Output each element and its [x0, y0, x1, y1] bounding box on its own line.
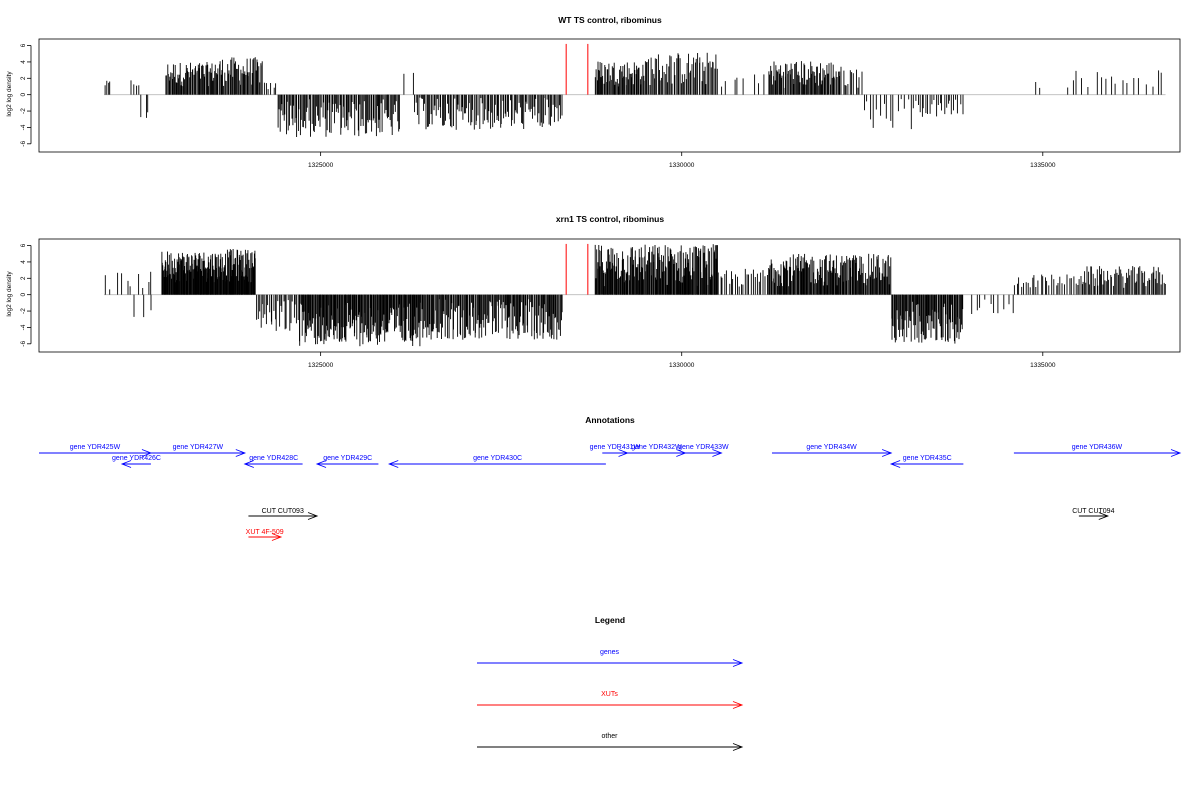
feature-label: gene YDR429C: [323, 455, 372, 462]
x-axis: 1325000 1330000 1335000: [308, 152, 1056, 169]
feature-label: gene YDR433W: [678, 444, 729, 451]
x-tick-label: 1330000: [669, 362, 695, 369]
y-tick-label: 6: [20, 43, 27, 47]
x-tick-label: 1325000: [308, 362, 334, 369]
annotation-feature: gene YDR429C: [315, 455, 379, 468]
feature-arrowhead: [881, 449, 893, 457]
feature-arrowhead: [889, 460, 901, 468]
x-tick-label: 1335000: [1030, 162, 1056, 169]
feature-label: gene YDR426C: [112, 455, 161, 462]
annotation-feature: CUT CUT094: [1072, 508, 1115, 520]
legend-label: genes: [600, 649, 620, 656]
feature-arrowhead: [243, 460, 254, 468]
annotation-feature: gene YDR427W: [150, 444, 247, 457]
legend-label: other: [602, 733, 619, 740]
bar-series: [104, 244, 1166, 347]
feature-label: XUT 4F-509: [246, 529, 284, 536]
legend-entry: other: [477, 733, 744, 751]
marker-lines: [565, 243, 589, 295]
panel-wt: WT TS control, ribominus log2 log densit…: [6, 15, 1181, 169]
legend-arrowhead: [732, 743, 744, 751]
feature-label: CUT CUT093: [262, 508, 304, 515]
feature-arrowhead: [1170, 449, 1182, 457]
legend-arrowhead: [732, 701, 744, 709]
panel-xrn1: xrn1 TS control, ribominus log2 log dens…: [6, 214, 1181, 369]
y-tick-label: 4: [20, 260, 27, 264]
y-tick-label: -4: [20, 124, 27, 130]
feature-label: gene YDR432W: [631, 444, 682, 451]
x-axis: 1325000 1330000 1335000: [308, 352, 1056, 369]
x-tick-label: 1335000: [1030, 362, 1056, 369]
feature-arrowhead: [271, 533, 283, 541]
y-tick-label: -2: [20, 108, 27, 114]
y-axis-label: log2 log density: [6, 71, 13, 117]
feature-label: gene YDR435C: [903, 455, 952, 462]
y-axis: 6 4 2 0 -2 -4 -6: [20, 243, 32, 347]
y-tick-label: 6: [20, 243, 27, 247]
feature-arrowhead: [712, 449, 723, 457]
annotation-feature: XUT 4F-509: [246, 529, 284, 541]
plot-frame: [38, 38, 1181, 153]
y-tick-label: -4: [20, 324, 27, 330]
y-tick-label: -2: [20, 308, 27, 314]
y-tick-label: 2: [20, 76, 27, 80]
annotation-feature: gene YDR432W: [627, 444, 687, 457]
feature-label: gene YDR428C: [249, 455, 298, 462]
plot-frame: [38, 238, 1181, 353]
annotation-feature: gene YDR430C: [388, 455, 606, 468]
y-tick-label: 0: [20, 292, 27, 296]
annotation-feature: gene YDR434W: [771, 444, 893, 457]
feature-arrowhead: [120, 460, 132, 468]
y-tick-label: 4: [20, 60, 27, 64]
annotation-feature: gene YDR433W: [678, 444, 729, 457]
y-axis-label: log2 log density: [6, 271, 13, 317]
y-axis: 6 4 2 0 -2 -4 -6: [20, 43, 32, 147]
legend-entry: XUTs: [477, 691, 744, 709]
legend-entries: genes XUTs other: [477, 649, 744, 751]
feature-arrowhead: [235, 449, 247, 457]
y-tick-label: -6: [20, 141, 27, 147]
annotations-title: Annotations: [585, 415, 635, 425]
annotation-feature: gene YDR435C: [889, 455, 964, 468]
annotation-feature: gene YDR436W: [1013, 444, 1182, 457]
panel-title: WT TS control, ribominus: [558, 15, 662, 25]
annotation-feature: gene YDR426C: [112, 455, 161, 468]
feature-label: gene YDR431W: [590, 444, 641, 451]
annotation-feature: CUT CUT093: [248, 508, 319, 520]
legend-entry: genes: [477, 649, 744, 667]
legend-title: Legend: [595, 615, 625, 625]
feature-label: gene YDR427W: [173, 444, 224, 451]
feature-label: gene YDR436W: [1072, 444, 1123, 451]
feature-label: CUT CUT094: [1072, 508, 1114, 515]
y-tick-label: -6: [20, 341, 27, 347]
y-tick-label: 0: [20, 92, 27, 96]
legend-arrowhead: [732, 659, 744, 667]
legend-panel: Legend genes XUTs other: [477, 615, 744, 751]
x-tick-label: 1325000: [308, 162, 334, 169]
feature-arrowhead: [1098, 512, 1110, 520]
feature-arrowhead: [307, 512, 319, 520]
annotation-feature: gene YDR428C: [243, 455, 303, 468]
feature-label: gene YDR430C: [473, 455, 522, 462]
feature-label: gene YDR425W: [70, 444, 121, 451]
legend-label: XUTs: [601, 691, 618, 698]
bar-series: [104, 52, 1162, 137]
y-tick-label: 2: [20, 276, 27, 280]
annotation-features: gene YDR425W gene YDR426C gene YDR427W gene…: [39, 444, 1182, 541]
feature-label: gene YDR434W: [806, 444, 857, 451]
x-tick-label: 1330000: [669, 162, 695, 169]
feature-arrowhead: [315, 460, 327, 468]
feature-arrowhead: [388, 460, 399, 468]
panel-title: xrn1 TS control, ribominus: [556, 214, 664, 224]
marker-lines: [565, 43, 589, 95]
